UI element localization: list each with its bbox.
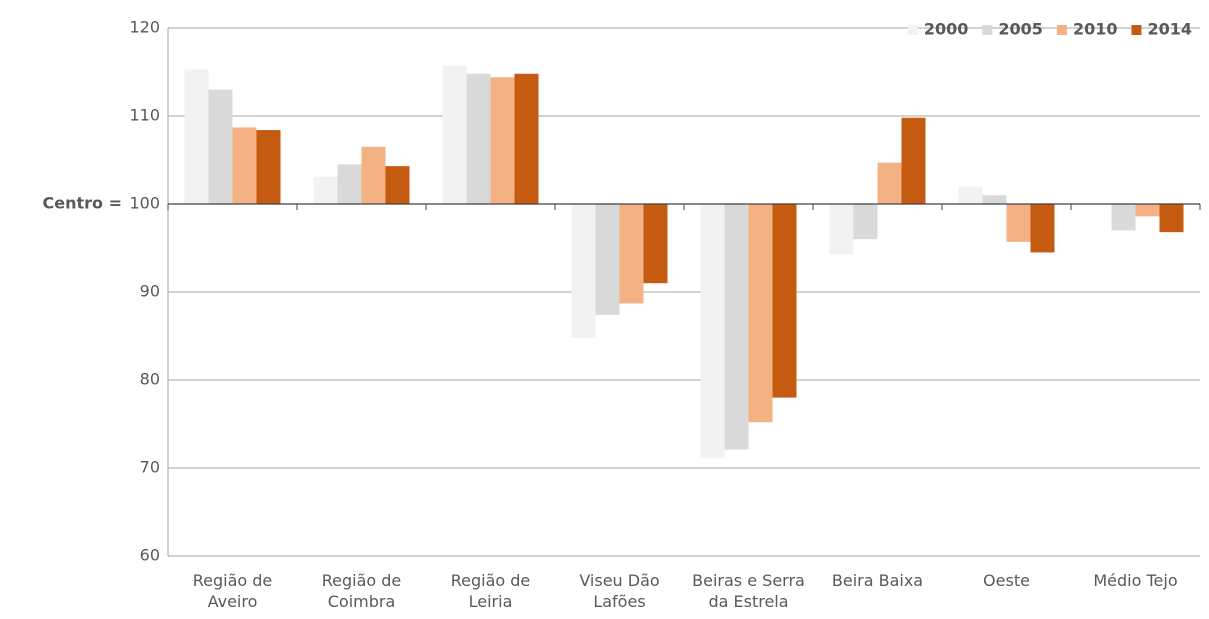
legend-swatch (907, 25, 918, 35)
bar (643, 204, 668, 284)
bar (184, 69, 209, 204)
bar (1030, 204, 1055, 253)
bar (1006, 204, 1031, 242)
x-tick-label: Região de Leiria (450, 571, 531, 611)
bar (361, 146, 386, 204)
baseline-label: Centro = (43, 194, 123, 213)
bar (982, 195, 1007, 204)
bar (901, 117, 926, 204)
bar (700, 204, 725, 459)
bar (619, 204, 644, 304)
legend-label: 2005 (998, 20, 1043, 39)
x-tick-label: Beiras e Serra da Estrela (692, 571, 805, 611)
bar (313, 176, 338, 204)
bar (829, 204, 854, 255)
bar (877, 162, 902, 204)
legend-swatch (1131, 25, 1142, 35)
bar (1135, 204, 1160, 217)
y-tick-label: 70 (140, 458, 160, 477)
bar (442, 65, 467, 204)
bar (748, 204, 773, 423)
x-tick-label: Beira Baixa (831, 571, 924, 590)
bar (208, 89, 233, 204)
bar (337, 164, 362, 204)
bar (385, 166, 410, 204)
x-tick-label: Oeste (983, 571, 1030, 590)
legend-label: 2010 (1073, 20, 1118, 39)
legend-swatch (1056, 25, 1067, 35)
bar (724, 204, 749, 450)
bar (1111, 204, 1136, 231)
y-tick-label: 90 (140, 282, 160, 301)
legend-label: 2014 (1147, 20, 1192, 39)
bar (256, 130, 281, 204)
bar (1159, 204, 1184, 233)
bar (571, 204, 596, 338)
bar (595, 204, 620, 315)
bar (853, 204, 878, 240)
y-tick-label: 110 (129, 106, 160, 125)
y-tick-label: 60 (140, 546, 160, 565)
bar (958, 186, 983, 204)
bar (514, 73, 539, 204)
x-tick-label: Viseu Dão Lafões (579, 571, 660, 611)
y-tick-label: 80 (140, 370, 160, 389)
x-tick-label: Médio Tejo (1093, 571, 1178, 590)
bar (490, 77, 515, 204)
y-tick-label: 100 (129, 194, 160, 213)
x-tick-label: Região de Aveiro (192, 571, 273, 611)
bar (772, 204, 797, 398)
legend-swatch (982, 25, 993, 35)
bar (466, 73, 491, 204)
bar (232, 127, 257, 204)
legend-label: 2000 (924, 20, 969, 39)
y-tick-label: 120 (129, 18, 160, 37)
x-tick-label: Região de Coimbra (321, 571, 402, 611)
